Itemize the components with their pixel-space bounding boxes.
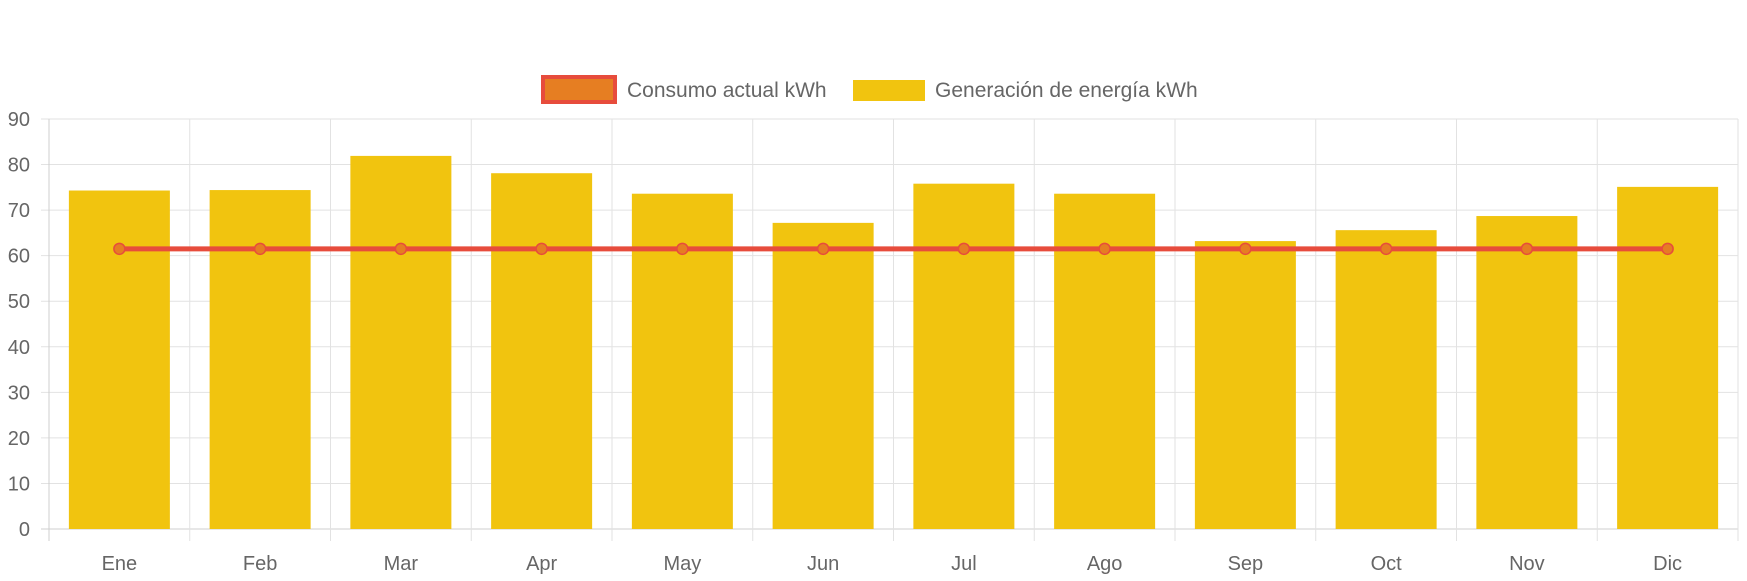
point-dic <box>1661 242 1674 256</box>
x-tick-label-apr: Apr <box>526 553 557 575</box>
point-ene <box>113 242 126 256</box>
point-apr <box>535 242 548 256</box>
y-tick-label-80: 80 <box>8 155 30 177</box>
point-mar <box>394 242 408 256</box>
bar-mar <box>350 155 452 529</box>
x-tick-label-feb: Feb <box>243 553 277 575</box>
x-tick-label-mar: Mar <box>384 553 419 575</box>
point-oct <box>1379 242 1393 256</box>
y-tick-label-0: 0 <box>19 519 30 541</box>
bar-nov <box>1476 216 1578 530</box>
bar-apr <box>491 173 593 529</box>
point-sep <box>1239 242 1252 256</box>
x-tick-label-jun: Jun <box>807 553 839 575</box>
y-tick-label-20: 20 <box>8 428 30 450</box>
legend-swatch-generacion <box>853 80 925 101</box>
y-axis: 0 10 20 30 40 50 60 70 80 90 <box>8 109 30 541</box>
legend-label-consumo: Consumo actual kWh <box>627 79 827 102</box>
y-tick-label-90: 90 <box>8 109 30 131</box>
y-tick-label-10: 10 <box>8 473 30 495</box>
bar-oct <box>1335 230 1437 529</box>
x-tick-label-ene: Ene <box>102 553 138 575</box>
legend-item-generacion[interactable]: Generación de energía kWh <box>853 79 1198 102</box>
bar-sep <box>1194 241 1296 530</box>
x-tick-label-ago: Ago <box>1087 553 1123 575</box>
x-tick-label-oct: Oct <box>1371 553 1403 575</box>
grid-lines <box>41 118 1739 541</box>
y-tick-label-30: 30 <box>8 382 30 404</box>
point-nov <box>1520 242 1534 256</box>
point-feb <box>253 242 267 256</box>
bar-dic <box>1617 186 1719 529</box>
y-tick-label-50: 50 <box>8 291 30 313</box>
bar-series <box>68 155 1719 530</box>
bar-ene <box>68 190 170 529</box>
legend-label-generacion: Generación de energía kWh <box>935 79 1198 102</box>
bar-jul <box>913 183 1015 529</box>
y-tick-label-60: 60 <box>8 246 30 268</box>
bar-feb <box>209 190 311 530</box>
bar-jun <box>772 222 874 529</box>
x-tick-label-sep: Sep <box>1228 553 1264 575</box>
line-series <box>113 242 1674 256</box>
legend-swatch-consumo <box>541 75 617 104</box>
legend[interactable]: Consumo actual kWh Generación de energía… <box>541 75 1198 104</box>
x-axis: Ene Feb Mar Apr May Jun Jul Ago Sep Oct Nov Dic <box>102 553 1682 575</box>
x-tick-label-nov: Nov <box>1509 553 1545 575</box>
point-ago <box>1098 242 1111 256</box>
x-tick-label-dic: Dic <box>1653 553 1682 575</box>
point-may <box>676 242 689 256</box>
x-tick-label-may: May <box>663 553 701 575</box>
y-tick-label-40: 40 <box>8 337 30 359</box>
legend-item-consumo[interactable]: Consumo actual kWh <box>541 75 827 104</box>
x-tick-label-jul: Jul <box>951 553 977 575</box>
point-jun <box>816 242 830 256</box>
point-jul <box>957 242 971 256</box>
y-tick-label-70: 70 <box>8 200 30 222</box>
